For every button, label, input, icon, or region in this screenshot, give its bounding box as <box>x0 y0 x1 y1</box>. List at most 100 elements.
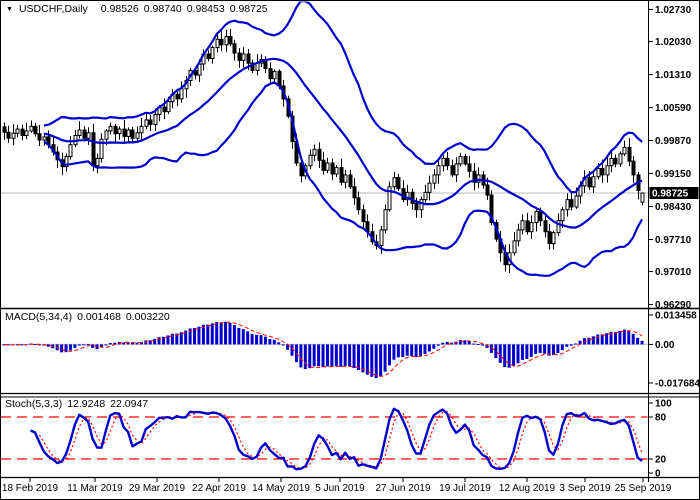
macd-histogram-bar <box>423 344 427 355</box>
candle <box>334 164 339 178</box>
candle <box>609 149 614 173</box>
candle <box>321 151 326 175</box>
macd-histogram-bar <box>503 344 507 368</box>
candle <box>99 133 104 163</box>
date-axis-label: 19 Jul 2019 <box>439 483 491 494</box>
macd-histogram-bar <box>312 344 316 367</box>
date-axis-label: 12 Aug 2019 <box>499 483 556 494</box>
bb-middle-line <box>43 57 643 229</box>
date-axis[interactable]: 18 Feb 2019 11 Mar 2019 29 Mar 2019 22 Apr … <box>2 477 672 495</box>
macd-histogram-bar <box>481 344 485 346</box>
date-axis-label: 5 Jun 2019 <box>315 483 365 494</box>
candle <box>520 214 525 235</box>
macd-histogram-bar <box>162 336 166 345</box>
candle <box>339 158 344 186</box>
macd-histogram-bar <box>476 343 480 345</box>
macd-histogram-bar <box>472 343 476 345</box>
candle <box>348 169 353 189</box>
macd-histogram-bar <box>396 344 400 358</box>
macd-axis-label: 0.013458 <box>655 311 697 322</box>
macd-histogram-bar <box>516 344 520 364</box>
macd-histogram-bar <box>175 333 179 345</box>
ohlc-close: 0.98725 <box>229 3 268 15</box>
macd-main-value: 0.001468 <box>77 311 121 323</box>
price-axis-label: 0.98430 <box>655 202 692 213</box>
macd-histogram-bar <box>188 328 192 345</box>
macd-histogram-bar <box>286 344 290 350</box>
candle <box>210 45 215 64</box>
candle <box>24 122 29 140</box>
macd-histogram-bar <box>463 340 467 345</box>
macd-histogram-bar <box>365 344 369 375</box>
macd-histogram-bar <box>277 342 281 345</box>
candle <box>551 230 556 250</box>
macd-histogram-bar <box>82 344 86 346</box>
macd-histogram-bar <box>356 344 360 371</box>
candle <box>86 127 91 145</box>
candle <box>95 153 100 174</box>
stoch-panel[interactable] <box>1 407 652 471</box>
collapse-chart-icon[interactable]: ▼ <box>6 6 13 13</box>
candle <box>77 121 82 139</box>
macd-histogram-bar <box>6 344 10 346</box>
macd-histogram-bar <box>405 344 409 356</box>
date-axis-label: 14 May 2019 <box>252 483 310 494</box>
macd-histogram-bar <box>392 344 396 360</box>
macd-histogram-bar <box>268 339 272 345</box>
macd-histogram-bar <box>259 335 263 345</box>
macd-histogram-bar <box>543 344 547 354</box>
macd-histogram-bar <box>343 344 347 366</box>
macd-histogram-bar <box>37 344 41 346</box>
macd-panel[interactable] <box>1 321 649 379</box>
candle <box>6 125 11 143</box>
candle <box>268 62 273 84</box>
candle <box>272 69 277 83</box>
candle <box>427 175 432 201</box>
price-axis[interactable]: 1.02730 1.02030 1.01310 1.00590 0.99870 0.991… <box>648 5 700 480</box>
macd-histogram-bar <box>130 342 134 345</box>
candle <box>631 156 636 184</box>
candle <box>15 125 20 138</box>
candle <box>441 155 446 172</box>
candle <box>467 155 472 178</box>
macd-histogram-bar <box>113 342 117 345</box>
candle <box>148 115 153 132</box>
stoch-d-value: 22.0947 <box>110 398 149 410</box>
candle <box>534 209 539 232</box>
macd-histogram-bar <box>334 344 338 366</box>
macd-histogram-bar <box>494 344 498 359</box>
bb-upper-line <box>43 1 643 194</box>
candle <box>33 122 38 137</box>
current-price-badge-text: 0.98725 <box>652 189 689 200</box>
macd-histogram-bar <box>352 344 356 368</box>
macd-histogram-bar <box>427 344 431 352</box>
macd-histogram-bar <box>272 339 276 345</box>
macd-histogram-bar <box>215 321 219 345</box>
macd-histogram-bar <box>20 344 24 346</box>
candle <box>396 173 401 191</box>
candle <box>206 50 211 62</box>
macd-histogram-bar <box>73 344 77 348</box>
candles-layer <box>2 28 645 274</box>
candle <box>108 122 113 135</box>
macd-histogram-bar <box>436 344 440 346</box>
macd-histogram-bar <box>547 344 551 356</box>
candle <box>591 169 596 193</box>
macd-histogram-bar <box>64 344 68 353</box>
macd-histogram-bar <box>534 344 538 354</box>
macd-histogram-bar <box>122 342 126 345</box>
candle <box>605 157 610 183</box>
candle <box>122 119 127 143</box>
macd-histogram-bar <box>325 344 329 367</box>
candle <box>2 122 7 140</box>
candle <box>37 124 42 146</box>
candle <box>126 127 131 144</box>
macd-histogram-bar <box>201 324 205 345</box>
price-axis-label: 0.97010 <box>655 267 692 278</box>
ohlc-low: 0.98453 <box>186 3 225 15</box>
candle <box>383 204 388 234</box>
macd-histogram-bar <box>60 344 64 353</box>
candle <box>135 126 140 143</box>
macd-histogram-bar <box>441 342 445 345</box>
